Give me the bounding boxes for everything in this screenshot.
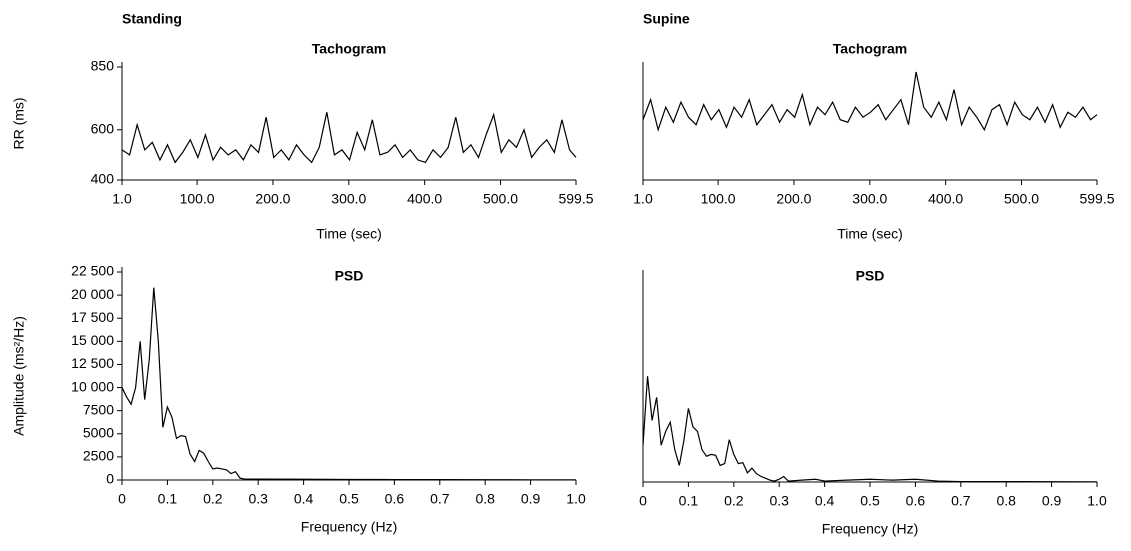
x-tick-label: 0.7 xyxy=(430,491,450,507)
x-tick-label: 0.3 xyxy=(769,493,789,509)
x-axis-label: Time (sec) xyxy=(837,226,903,242)
x-axis-label: Frequency (Hz) xyxy=(822,521,918,537)
x-tick-label: 0.1 xyxy=(679,493,699,509)
y-tick-label: 15 000 xyxy=(71,332,114,348)
x-tick-label: 300.0 xyxy=(852,191,887,207)
data-line xyxy=(121,112,577,164)
x-tick-label: 500.0 xyxy=(483,191,518,207)
x-tick-label: 1.0 xyxy=(566,491,586,507)
y-axis-label: Amplitude (ms²/Hz) xyxy=(11,316,27,436)
x-tick-label: 0.8 xyxy=(996,493,1016,509)
y-tick-label: 5000 xyxy=(83,424,114,440)
data-line xyxy=(642,376,1098,483)
x-tick-label: 0 xyxy=(118,491,126,507)
y-tick-label: 0 xyxy=(106,471,114,487)
x-tick-label: 200.0 xyxy=(776,191,811,207)
data-line xyxy=(642,71,1098,132)
x-tick-label: 300.0 xyxy=(331,191,366,207)
panel-label: Supine xyxy=(643,11,690,27)
x-tick-label: 0.2 xyxy=(724,493,744,509)
x-tick-label: 599.5 xyxy=(558,191,593,207)
x-tick-label: 100.0 xyxy=(180,191,215,207)
subplot-title: PSD xyxy=(856,268,885,284)
y-tick-label: 7500 xyxy=(83,401,114,417)
x-tick-label: 0.1 xyxy=(158,491,178,507)
x-tick-label: 0.4 xyxy=(294,491,314,507)
x-tick-label: 100.0 xyxy=(701,191,736,207)
x-axis-label: Frequency (Hz) xyxy=(301,519,397,535)
subplot-title: PSD xyxy=(335,268,364,284)
y-tick-label: 20 000 xyxy=(71,286,114,302)
x-tick-label: 0.9 xyxy=(521,491,541,507)
x-tick-label: 0.5 xyxy=(339,491,359,507)
y-tick-label: 10 000 xyxy=(71,378,114,394)
x-tick-label: 0.3 xyxy=(248,491,268,507)
x-tick-label: 400.0 xyxy=(407,191,442,207)
data-line xyxy=(121,287,577,481)
y-tick-label: 17 500 xyxy=(71,309,114,325)
y-tick-label: 2500 xyxy=(83,448,114,464)
x-tick-label: 0.8 xyxy=(475,491,495,507)
x-tick-label: 0.9 xyxy=(1042,493,1062,509)
y-axis-label: RR (ms) xyxy=(11,97,27,149)
x-axis-label: Time (sec) xyxy=(316,226,382,242)
x-tick-label: 0.6 xyxy=(906,493,926,509)
panel-label: Standing xyxy=(122,11,182,27)
y-tick-label: 400 xyxy=(91,171,115,187)
x-tick-label: 1.0 xyxy=(112,191,132,207)
x-tick-label: 500.0 xyxy=(1004,191,1039,207)
y-tick-label: 22 500 xyxy=(71,263,114,279)
subplot-title: Tachogram xyxy=(833,41,907,57)
x-tick-label: 1.0 xyxy=(1087,493,1107,509)
x-tick-label: 400.0 xyxy=(928,191,963,207)
y-tick-label: 12 500 xyxy=(71,355,114,371)
x-tick-label: 0.7 xyxy=(951,493,971,509)
x-tick-label: 0.5 xyxy=(860,493,880,509)
y-tick-label: 850 xyxy=(91,58,115,74)
x-tick-label: 0.6 xyxy=(385,491,405,507)
x-tick-label: 599.5 xyxy=(1079,191,1114,207)
x-tick-label: 200.0 xyxy=(255,191,290,207)
subplot-title: Tachogram xyxy=(312,41,386,57)
x-tick-label: 1.0 xyxy=(633,191,653,207)
y-tick-label: 600 xyxy=(91,120,115,136)
x-tick-label: 0.2 xyxy=(203,491,223,507)
x-tick-label: 0 xyxy=(639,493,647,509)
x-tick-label: 0.4 xyxy=(815,493,835,509)
